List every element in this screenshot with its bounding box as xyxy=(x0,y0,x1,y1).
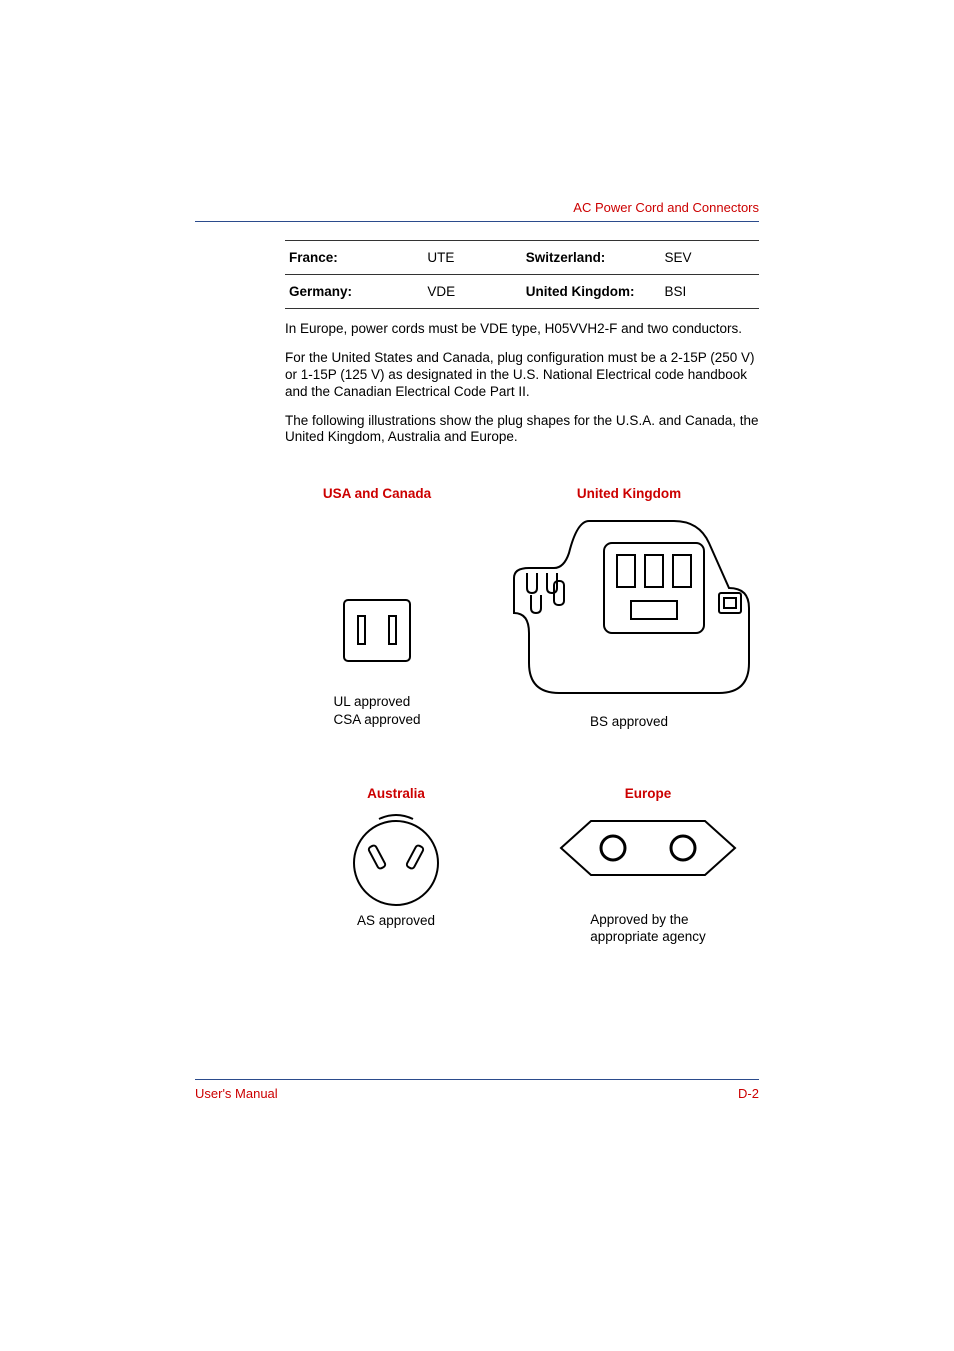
value-cell: SEV xyxy=(661,241,759,275)
plug-usa-icon xyxy=(342,598,412,663)
figure-title: United Kingdom xyxy=(577,486,681,501)
country-cell: France: xyxy=(285,241,423,275)
country-cell: Germany: xyxy=(285,275,423,309)
certification-table: France: UTE Switzerland: SEV Germany: VD… xyxy=(285,240,759,309)
figure-europe: Europe Approved by the appropriate agenc… xyxy=(537,786,759,946)
plug-aus-icon xyxy=(349,813,444,908)
value-cell: BSI xyxy=(661,275,759,309)
figure-caption: UL approved xyxy=(333,693,420,711)
paragraph: For the United States and Canada, plug c… xyxy=(285,350,759,401)
plug-uk-icon xyxy=(499,513,759,703)
country-cell: United Kingdom: xyxy=(522,275,661,309)
section-header: AC Power Cord and Connectors xyxy=(195,200,759,222)
figure-caption: AS approved xyxy=(357,912,435,930)
page-footer: User's Manual D-2 xyxy=(195,1079,759,1101)
table-row: Germany: VDE United Kingdom: BSI xyxy=(285,275,759,309)
paragraph: The following illustrations show the plu… xyxy=(285,413,759,447)
paragraph: In Europe, power cords must be VDE type,… xyxy=(285,321,759,338)
footer-left: User's Manual xyxy=(195,1086,278,1101)
figure-title: Europe xyxy=(625,786,672,801)
value-cell: UTE xyxy=(423,241,521,275)
country-cell: Switzerland: xyxy=(522,241,661,275)
figure-caption: CSA approved xyxy=(333,711,420,729)
figure-title: Australia xyxy=(367,786,425,801)
figure-australia: Australia AS approved xyxy=(285,786,507,946)
figure-caption: appropriate agency xyxy=(590,928,706,946)
figure-caption: Approved by the xyxy=(590,911,706,929)
value-cell: VDE xyxy=(423,275,521,309)
figure-usa-canada: USA and Canada UL approved CSA approved xyxy=(285,486,469,731)
figure-title: USA and Canada xyxy=(323,486,431,501)
table-row: France: UTE Switzerland: SEV xyxy=(285,241,759,275)
figures-grid: USA and Canada UL approved CSA approved … xyxy=(285,486,759,946)
footer-right: D-2 xyxy=(738,1086,759,1101)
figure-uk: United Kingdom xyxy=(499,486,759,731)
plug-eur-icon xyxy=(553,813,743,883)
figure-caption: BS approved xyxy=(590,713,668,731)
